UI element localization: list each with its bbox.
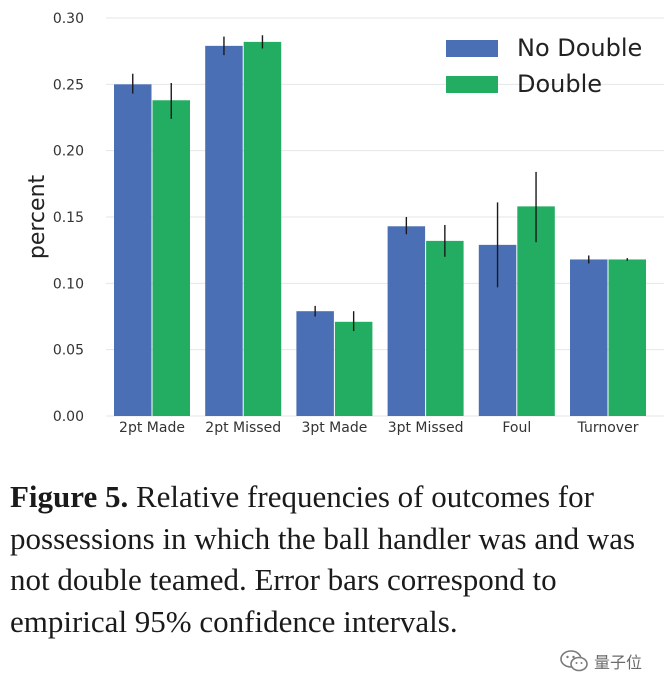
x-tick-label: 2pt Made — [119, 420, 185, 436]
y-tick-label: 0.15 — [53, 210, 84, 226]
x-tick-label: 3pt Made — [301, 420, 367, 436]
bar — [114, 84, 152, 416]
caption-text: Relative frequencies of outcomes for pos… — [10, 479, 636, 639]
bars — [114, 41, 646, 417]
error-bars — [132, 35, 628, 332]
legend: No Double Double — [446, 34, 642, 98]
y-axis-label: percent — [25, 174, 50, 259]
bar — [426, 240, 464, 416]
wechat-icon — [560, 650, 588, 672]
y-tick-label: 0.05 — [53, 343, 84, 359]
bar — [152, 100, 190, 417]
legend-swatch — [446, 76, 498, 93]
x-tick-label: Foul — [502, 420, 531, 436]
bar-chart: 0.000.050.100.150.200.250.30 2pt Made 2pt… — [25, 11, 664, 436]
y-tick-label: 0.20 — [53, 144, 84, 160]
y-tick-label: 0.10 — [53, 276, 84, 292]
y-tick-label: 0.25 — [53, 77, 84, 93]
x-tick-label: Turnover — [577, 420, 639, 436]
x-axis-ticks: 2pt Made 2pt Missed 3pt Made 3pt Missed Foul… — [119, 420, 639, 436]
legend-label: Double — [517, 70, 602, 98]
bar — [334, 321, 373, 416]
bar — [296, 311, 334, 416]
bar — [570, 259, 608, 416]
watermark-text: 量子位 — [593, 653, 642, 672]
x-tick-label: 3pt Missed — [388, 420, 464, 436]
bar — [608, 259, 646, 416]
legend-label: No Double — [517, 34, 642, 62]
figure-caption: Figure 5. Relative frequencies of outcom… — [10, 476, 660, 642]
watermark: 量子位 — [560, 649, 642, 673]
bar — [243, 41, 282, 416]
legend-swatch — [446, 40, 498, 57]
y-axis-ticks: 0.00 0.05 0.10 0.15 0.20 0.25 0.30 — [53, 11, 84, 425]
y-tick-label: 0.30 — [53, 11, 84, 27]
x-tick-label: 2pt Missed — [205, 420, 281, 436]
grid-lines — [106, 17, 664, 417]
caption-label: Figure 5. — [10, 479, 129, 514]
bar — [387, 226, 426, 416]
y-tick-label: 0.00 — [53, 409, 84, 425]
bar — [205, 45, 243, 417]
